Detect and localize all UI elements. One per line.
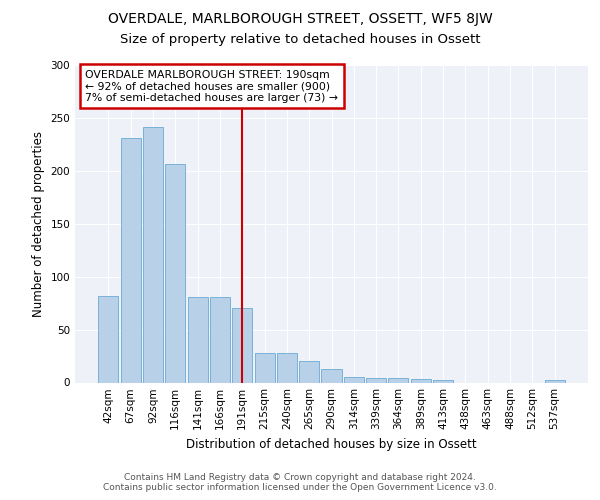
Bar bbox=[344, 377, 364, 382]
Text: OVERDALE, MARLBOROUGH STREET, OSSETT, WF5 8JW: OVERDALE, MARLBOROUGH STREET, OSSETT, WF… bbox=[107, 12, 493, 26]
Bar bbox=[545, 380, 565, 382]
Bar bbox=[121, 138, 141, 382]
Bar bbox=[388, 378, 409, 382]
Text: Contains HM Land Registry data © Crown copyright and database right 2024.
Contai: Contains HM Land Registry data © Crown c… bbox=[103, 473, 497, 492]
Bar bbox=[366, 378, 386, 382]
Bar bbox=[232, 308, 252, 382]
Text: Size of property relative to detached houses in Ossett: Size of property relative to detached ho… bbox=[120, 32, 480, 46]
Bar bbox=[411, 380, 431, 382]
Bar bbox=[322, 368, 341, 382]
Bar bbox=[143, 128, 163, 382]
Bar bbox=[188, 297, 208, 382]
X-axis label: Distribution of detached houses by size in Ossett: Distribution of detached houses by size … bbox=[186, 438, 477, 451]
Bar bbox=[98, 296, 118, 382]
Bar bbox=[433, 380, 453, 382]
Bar bbox=[299, 362, 319, 382]
Bar bbox=[254, 353, 275, 382]
Bar bbox=[210, 297, 230, 382]
Bar bbox=[277, 353, 297, 382]
Text: OVERDALE MARLBOROUGH STREET: 190sqm
← 92% of detached houses are smaller (900)
7: OVERDALE MARLBOROUGH STREET: 190sqm ← 92… bbox=[85, 70, 338, 103]
Bar bbox=[165, 164, 185, 382]
Y-axis label: Number of detached properties: Number of detached properties bbox=[32, 130, 45, 317]
